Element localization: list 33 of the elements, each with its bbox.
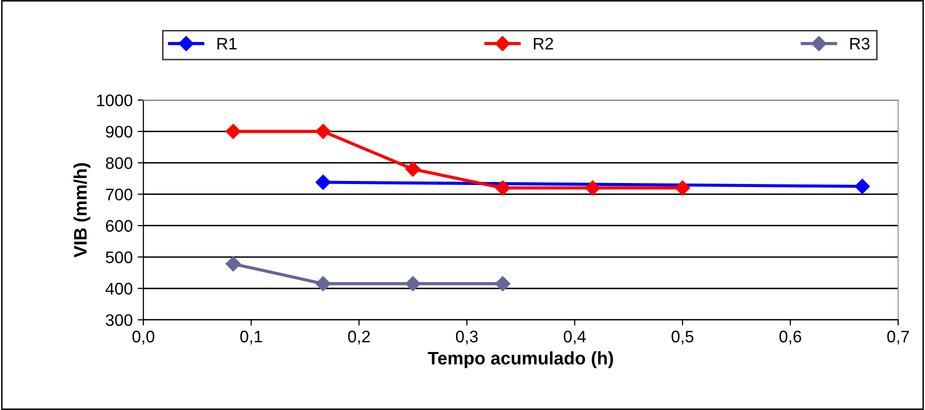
x-tick-label: 0,6 <box>779 330 802 344</box>
x-tick-label: 0,7 <box>887 330 909 344</box>
point <box>674 180 690 196</box>
x-tick-label: 0,1 <box>240 330 262 344</box>
point <box>316 124 331 140</box>
point <box>854 178 870 194</box>
point <box>316 276 331 292</box>
point <box>226 256 241 272</box>
point <box>495 276 510 292</box>
x-axis-title: Tempo acumulado (h) <box>428 351 614 368</box>
point <box>405 276 421 292</box>
legend-label: R1 <box>218 38 237 50</box>
y-tick-label: 500 <box>106 251 132 264</box>
point <box>495 180 510 196</box>
y-tick-label: 300 <box>106 314 132 326</box>
y-axis-title: VIB (mm/h) <box>74 163 90 258</box>
point <box>405 162 421 177</box>
legend-label: R2 <box>534 38 553 50</box>
x-tick-label: 0,3 <box>456 330 478 344</box>
x-tick-label: 0,5 <box>672 330 694 344</box>
y-tick-label: 700 <box>106 188 132 200</box>
y-tick-label: 800 <box>106 157 132 170</box>
y-tick-label: 600 <box>106 220 132 232</box>
y-tick-label: 900 <box>106 126 132 138</box>
legend-label: R3 <box>850 38 870 50</box>
y-tick-label: 400 <box>106 282 132 295</box>
point <box>585 180 600 196</box>
x-tick-label: 0,4 <box>564 330 586 344</box>
y-tick-label: 1000 <box>97 94 132 106</box>
point <box>226 124 241 140</box>
x-tick-label: 0,2 <box>348 330 370 344</box>
x-tick-label: 0,0 <box>132 330 154 344</box>
point <box>316 174 331 190</box>
